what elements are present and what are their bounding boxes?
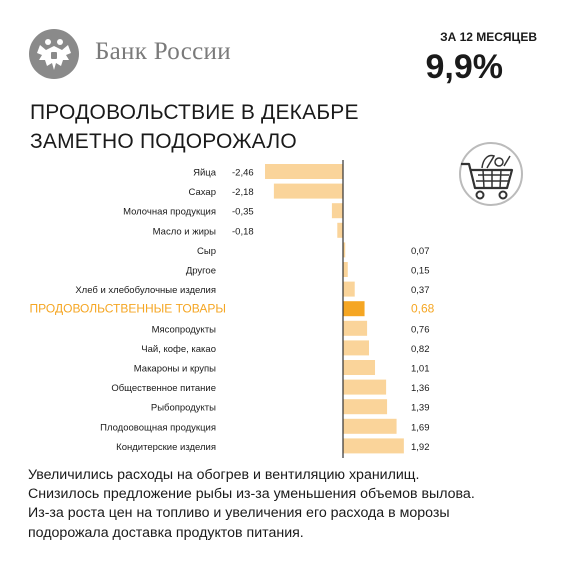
explanation-notes: Увеличились расходы на обогрев и вентиля… (28, 466, 548, 543)
category-bar-chart: Яйца -2,46 Сахар -2,18 Молочная продукция -0,… (30, 160, 435, 458)
category-label: ПРОДОВОЛЬСТВЕННЫЕ ТОВАРЫ (30, 302, 226, 316)
data-label: 0,07 (411, 246, 430, 257)
category-label: Сыр (197, 246, 216, 257)
data-label: 0,15 (411, 266, 430, 277)
data-label: 0,76 (411, 324, 430, 335)
category-label: Другое (186, 266, 216, 277)
bar (343, 262, 348, 277)
category-label: Мясопродукты (152, 324, 217, 335)
note-line: подорожала доставка продуктов питания. (28, 524, 304, 541)
bar (331, 203, 343, 219)
data-label: 1,69 (411, 422, 430, 433)
category-label: Макароны и крупы (134, 364, 216, 375)
bar (343, 438, 404, 454)
bar (343, 301, 365, 317)
data-label: 0,82 (411, 344, 430, 355)
bank-logo-eagle-icon (29, 29, 79, 79)
title-line-2: ЗАМЕТНО ПОДОРОЖАЛО (30, 130, 297, 153)
category-label: Яйца (193, 168, 217, 179)
data-label: -2,18 (232, 187, 254, 198)
category-label: Кондитерские изделия (116, 442, 216, 453)
bar (273, 183, 343, 199)
period-label: ЗА 12 МЕСЯЦЕВ (440, 30, 537, 44)
data-label: 0,68 (411, 302, 435, 316)
category-label: Хлеб и хлебобулочные изделия (75, 285, 216, 296)
bank-name: Банк России (95, 38, 231, 65)
data-label: -2,46 (232, 168, 254, 179)
category-label: Чай, кофе, какао (141, 344, 216, 355)
category-label: Рыбопродукты (151, 403, 216, 414)
data-label: 0,37 (411, 285, 430, 296)
category-label: Общественное питание (111, 383, 216, 394)
bar (343, 360, 376, 375)
bar (343, 399, 388, 415)
bar (343, 340, 369, 356)
bar (343, 281, 355, 297)
bar (265, 164, 343, 179)
category-label: Масло и жиры (153, 226, 217, 237)
data-label: -0,35 (232, 207, 254, 218)
category-label: Сахар (189, 187, 216, 198)
data-label: 1,36 (411, 383, 430, 394)
bar (343, 418, 397, 434)
bar (343, 242, 346, 258)
page-title: ПРОДОВОЛЬСТВИЕ В ДЕКАБРЕ ЗАМЕТНО ПОДОРОЖ… (30, 98, 359, 156)
note-line: Из-за роста цен на топливо и увеличения … (28, 505, 450, 522)
note-line: Снизилось предложение рыбы из-за уменьше… (28, 486, 475, 503)
note-line: Увеличились расходы на обогрев и вентиля… (28, 467, 420, 483)
data-label: 1,39 (411, 403, 430, 414)
bar (337, 222, 343, 238)
category-label: Плодоовощная продукция (100, 422, 216, 433)
data-label: -0,18 (232, 226, 254, 237)
shopping-cart-icon (459, 142, 523, 206)
headline-inflation-value: 9,9% (425, 48, 504, 86)
bar (343, 379, 387, 395)
data-label: 1,01 (411, 364, 430, 375)
category-label: Молочная продукция (123, 207, 216, 218)
bar (343, 320, 368, 336)
title-line-1: ПРОДОВОЛЬСТВИЕ В ДЕКАБРЕ (30, 101, 359, 124)
data-label: 1,92 (411, 442, 430, 453)
